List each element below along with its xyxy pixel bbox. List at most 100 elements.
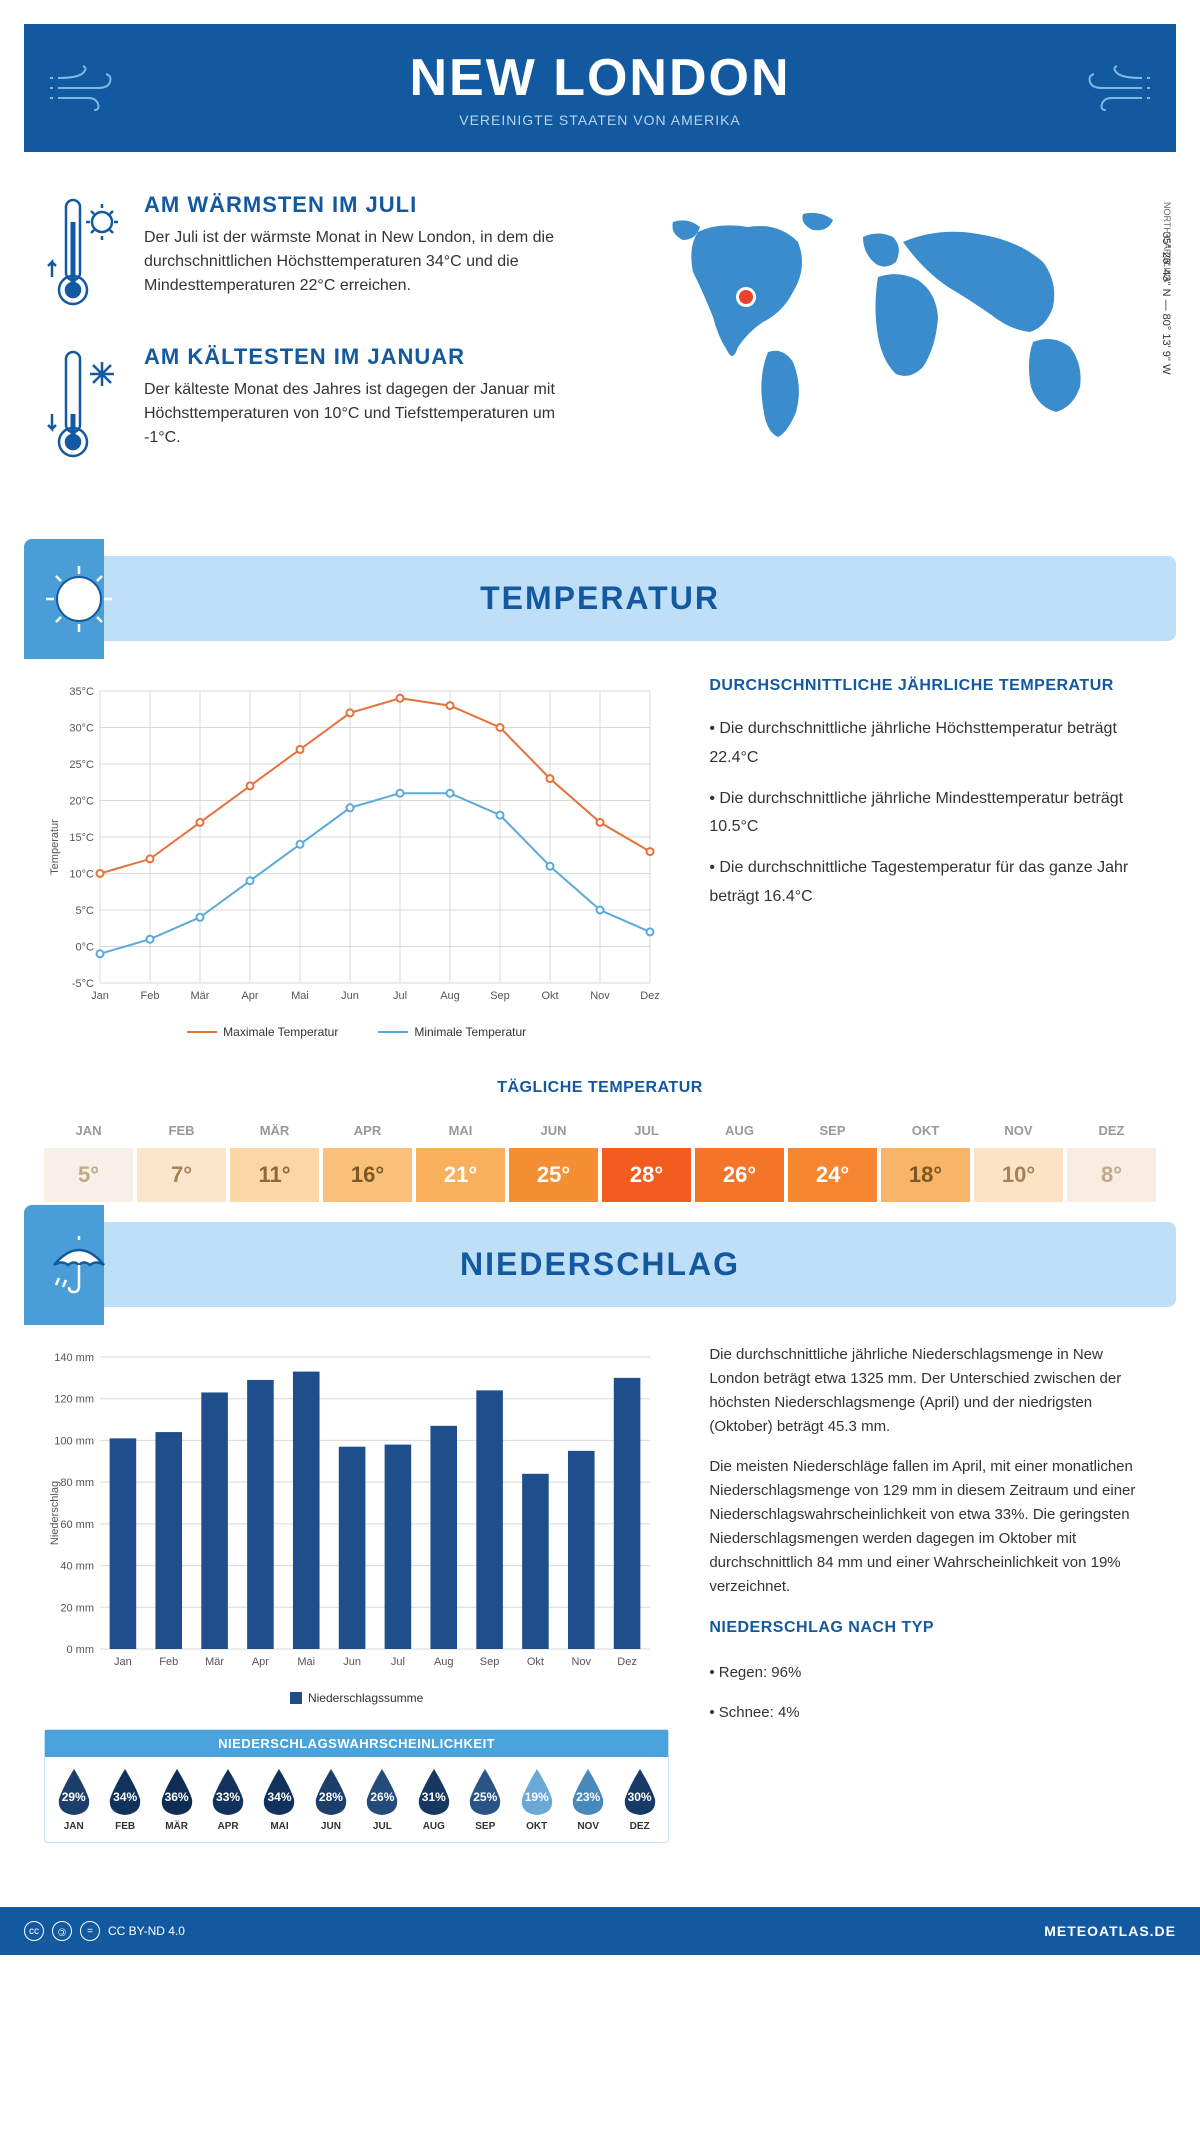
svg-text:15°C: 15°C (69, 832, 94, 844)
daily-temp-values: 5°7°11°16°21°25°28°26°24°18°10°8° (24, 1148, 1176, 1202)
month-header: NOV (974, 1113, 1063, 1148)
probability-drop: 36%MÄR (152, 1767, 201, 1832)
svg-text:0 mm: 0 mm (67, 1644, 95, 1656)
svg-text:Okt: Okt (527, 1656, 544, 1668)
world-map-area: NORTH CAROLINA 35° 26' 43'' N — 80° 13' … (620, 192, 1156, 496)
svg-text:Niederschlag: Niederschlag (49, 1481, 61, 1545)
svg-text:Nov: Nov (590, 990, 610, 1002)
month-value: 21° (416, 1148, 505, 1202)
month-header: MAI (416, 1113, 505, 1148)
svg-text:Jul: Jul (391, 1656, 405, 1668)
svg-text:Apr: Apr (252, 1656, 269, 1668)
thermometer-hot-icon (44, 192, 124, 312)
precipitation-chart: 0 mm20 mm40 mm60 mm80 mm100 mm120 mm140 … (44, 1343, 669, 1843)
legend-min: Minimale Temperatur (414, 1025, 526, 1039)
footer: cc 🄯 = CC BY-ND 4.0 METEOATLAS.DE (0, 1907, 1200, 1955)
world-map-icon (620, 192, 1156, 452)
warmest-block: AM WÄRMSTEN IM JULI Der Juli ist der wär… (44, 192, 580, 312)
probability-drop: 26%JUL (358, 1767, 407, 1832)
cc-icon: cc (24, 1921, 44, 1941)
probability-drop: 30%DEZ (615, 1767, 664, 1832)
month-header: OKT (881, 1113, 970, 1148)
svg-text:25°C: 25°C (69, 759, 94, 771)
by-icon: 🄯 (52, 1921, 72, 1941)
probability-drop: 29%JAN (49, 1767, 98, 1832)
header-banner: NEW LONDON VEREINIGTE STAATEN VON AMERIK… (24, 24, 1176, 152)
coldest-title: AM KÄLTESTEN IM JANUAR (144, 344, 580, 370)
month-value: 28° (602, 1148, 691, 1202)
month-header: DEZ (1067, 1113, 1156, 1148)
svg-text:60 mm: 60 mm (60, 1519, 94, 1531)
page-subtitle: VEREINIGTE STAATEN VON AMERIKA (128, 112, 1072, 128)
coldest-text: Der kälteste Monat des Jahres ist dagege… (144, 378, 580, 450)
temp-bullet: • Die durchschnittliche Tagestemperatur … (709, 854, 1156, 912)
svg-text:Mai: Mai (291, 990, 309, 1002)
precip-rain: • Regen: 96% (709, 1661, 1156, 1685)
svg-text:Temperatur: Temperatur (49, 819, 61, 875)
svg-text:Aug: Aug (440, 990, 460, 1002)
month-value: 25° (509, 1148, 598, 1202)
month-value: 18° (881, 1148, 970, 1202)
month-value: 5° (44, 1148, 133, 1202)
warmest-text: Der Juli ist der wärmste Monat in New Lo… (144, 226, 580, 298)
svg-text:80 mm: 80 mm (60, 1477, 94, 1489)
svg-text:Feb: Feb (159, 1656, 178, 1668)
legend-max: Maximale Temperatur (223, 1025, 338, 1039)
svg-text:Jun: Jun (341, 990, 359, 1002)
month-value: 24° (788, 1148, 877, 1202)
svg-text:0°C: 0°C (76, 942, 95, 954)
month-value: 8° (1067, 1148, 1156, 1202)
month-header: SEP (788, 1113, 877, 1148)
svg-text:Jan: Jan (114, 1656, 132, 1668)
probability-drop: 34%FEB (100, 1767, 149, 1832)
temp-bullet: • Die durchschnittliche jährliche Höchst… (709, 715, 1156, 773)
svg-text:Feb: Feb (141, 990, 160, 1002)
svg-text:Apr: Apr (241, 990, 258, 1002)
section-precipitation: NIEDERSCHLAG (24, 1222, 1176, 1307)
umbrella-icon (44, 1230, 114, 1300)
probability-drop: 25%SEP (461, 1767, 510, 1832)
month-header: FEB (137, 1113, 226, 1148)
month-header: JAN (44, 1113, 133, 1148)
daily-temp-months: JANFEBMÄRAPRMAIJUNJULAUGSEPOKTNOVDEZ (24, 1113, 1176, 1148)
nd-icon: = (80, 1921, 100, 1941)
precip-snow: • Schnee: 4% (709, 1701, 1156, 1725)
svg-text:40 mm: 40 mm (60, 1561, 94, 1573)
month-header: JUN (509, 1113, 598, 1148)
probability-title: NIEDERSCHLAGSWAHRSCHEINLICHKEIT (45, 1730, 668, 1757)
section-title-precip: NIEDERSCHLAG (64, 1246, 1136, 1283)
svg-text:Sep: Sep (490, 990, 510, 1002)
svg-text:Dez: Dez (617, 1656, 637, 1668)
daily-temp-heading: TÄGLICHE TEMPERATUR (24, 1079, 1176, 1097)
coldest-block: AM KÄLTESTEN IM JANUAR Der kälteste Mona… (44, 344, 580, 464)
svg-text:Sep: Sep (480, 1656, 500, 1668)
coordinates: 35° 26' 43'' N — 80° 13' 9'' W (1160, 232, 1172, 374)
svg-text:Jan: Jan (91, 990, 109, 1002)
svg-text:35°C: 35°C (69, 686, 94, 698)
probability-panel: NIEDERSCHLAGSWAHRSCHEINLICHKEIT 29%JAN34… (44, 1729, 669, 1843)
svg-text:Okt: Okt (541, 990, 558, 1002)
wind-icon-left (48, 58, 128, 118)
svg-text:Jun: Jun (343, 1656, 361, 1668)
temperature-chart: -5°C0°C5°C10°C15°C20°C25°C30°C35°CJanFeb… (44, 677, 669, 1039)
section-temperature: TEMPERATUR (24, 556, 1176, 641)
month-header: JUL (602, 1113, 691, 1148)
month-header: MÄR (230, 1113, 319, 1148)
probability-drop: 19%OKT (512, 1767, 561, 1832)
precip-p2: Die meisten Niederschläge fallen im Apri… (709, 1455, 1156, 1599)
svg-text:-5°C: -5°C (72, 978, 94, 990)
svg-text:Mär: Mär (191, 990, 210, 1002)
svg-text:Dez: Dez (640, 990, 660, 1002)
legend-precip: Niederschlagssumme (308, 1691, 423, 1705)
temp-info-heading: DURCHSCHNITTLICHE JÄHRLICHE TEMPERATUR (709, 677, 1156, 695)
precip-p1: Die durchschnittliche jährliche Niedersc… (709, 1343, 1156, 1439)
svg-text:Nov: Nov (571, 1656, 591, 1668)
sun-icon (44, 564, 114, 634)
thermometer-cold-icon (44, 344, 124, 464)
month-header: AUG (695, 1113, 784, 1148)
svg-text:20 mm: 20 mm (60, 1602, 94, 1614)
intro-section: AM WÄRMSTEN IM JULI Der Juli ist der wär… (24, 152, 1176, 536)
svg-text:Aug: Aug (434, 1656, 454, 1668)
svg-text:100 mm: 100 mm (54, 1435, 94, 1447)
precipitation-summary: Die durchschnittliche jährliche Niedersc… (709, 1343, 1156, 1843)
